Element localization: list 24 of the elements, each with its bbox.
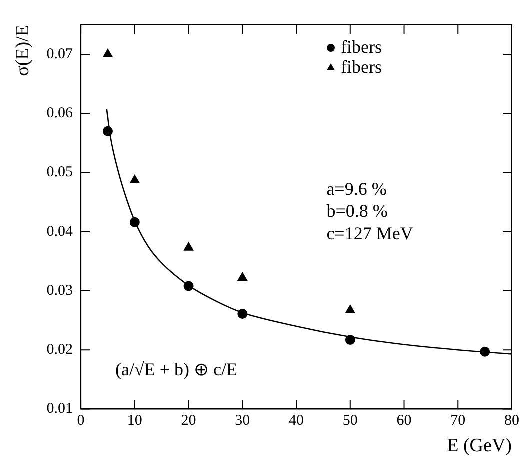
x-tick-label: 50	[342, 413, 358, 430]
annotation: (a/√E + b) ⊕ c/E	[116, 360, 238, 380]
x-tick-label: 80	[504, 413, 520, 430]
y-tick-label: 0.01	[46, 401, 74, 418]
x-tick-label: 40	[289, 413, 304, 430]
y-tick-label: 0.07	[46, 46, 74, 62]
legend-label: fibers	[341, 36, 382, 57]
annotation: c=127 MeV	[326, 224, 414, 244]
x-tick-label: 0	[77, 413, 85, 430]
y-axis-title: σ(E)/E	[12, 25, 34, 76]
x-tick-label: 70	[450, 413, 466, 430]
y-tick-label: 0.05	[46, 164, 74, 181]
y-tick-label: 0.03	[46, 282, 74, 299]
y-tick-label: 0.04	[46, 224, 74, 240]
x-tick-label: 20	[181, 413, 196, 430]
y-tick-label: 0.06	[46, 106, 74, 122]
x-tick-label: 60	[396, 413, 412, 430]
y-tick-label: 0.02	[46, 342, 74, 358]
annotation: a=9.6 %	[326, 178, 387, 199]
legend-label: fibers	[341, 56, 382, 77]
annotation: b=0.8 %	[326, 201, 388, 222]
x-tick-label: 10	[127, 413, 142, 430]
x-tick-label: 30	[235, 413, 250, 430]
x-axis-title: E (GeV)	[447, 436, 512, 457]
